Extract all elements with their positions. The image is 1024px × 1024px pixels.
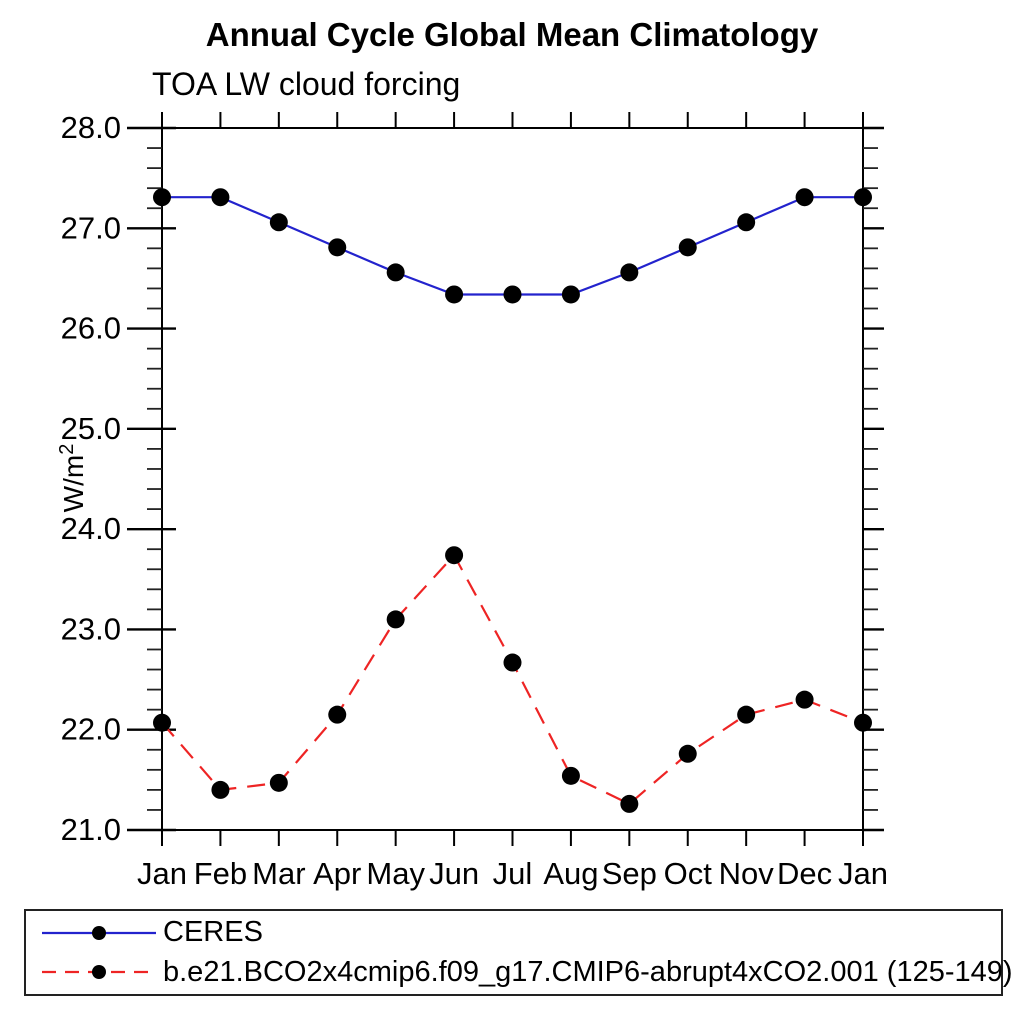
- chart-title: Annual Cycle Global Mean Climatology: [205, 16, 819, 53]
- y-axis-label-base: W/m: [58, 454, 90, 513]
- data-point-marker: [269, 213, 288, 232]
- data-point-marker: [795, 188, 814, 207]
- x-tick-label: Apr: [313, 856, 361, 891]
- y-tick-label: 25.0: [61, 411, 121, 446]
- legend-sample-marker: [92, 925, 106, 940]
- data-point-marker: [561, 285, 580, 304]
- x-tick-label: May: [366, 856, 425, 891]
- data-point-marker: [737, 213, 756, 232]
- data-point-marker: [795, 690, 814, 709]
- data-point-marker: [445, 285, 464, 304]
- x-tick-label: Jun: [429, 856, 479, 891]
- legend-label-ceres: CERES: [163, 916, 263, 949]
- data-point-marker: [386, 263, 405, 282]
- y-tick-label: 27.0: [61, 210, 121, 245]
- y-axis-label: W/m2: [56, 444, 90, 513]
- data-point-marker: [153, 713, 171, 732]
- series-line-0: [162, 196, 863, 296]
- chart-subtitle: TOA LW cloud forcing: [152, 66, 461, 102]
- x-tick-label: Jan: [137, 856, 187, 891]
- data-point-marker: [854, 713, 872, 732]
- data-point-marker: [328, 238, 347, 257]
- legend-sample-marker: [92, 965, 106, 980]
- y-tick-label: 22.0: [61, 712, 121, 747]
- data-point-marker: [328, 705, 347, 724]
- data-point-marker: [503, 653, 522, 672]
- x-tick-label: Aug: [543, 856, 598, 891]
- data-point-marker: [153, 188, 171, 207]
- data-point-marker: [678, 238, 697, 257]
- data-point-marker: [737, 705, 756, 724]
- y-tick-label: 23.0: [61, 611, 121, 646]
- legend-item-model: b.e21.BCO2x4cmip6.f09_g17.CMIP6-abrupt4x…: [40, 953, 1013, 991]
- data-point-marker: [620, 263, 639, 282]
- legend: CERES b.e21.BCO2x4cmip6.f09_g17.CMIP6-ab…: [24, 909, 1013, 996]
- data-point-marker: [678, 744, 697, 763]
- legend-line-sample-0: [42, 925, 156, 940]
- x-tick-label: Dec: [777, 856, 832, 891]
- y-axis-label-exponent: 2: [55, 443, 78, 455]
- series-line-1: [161, 553, 864, 806]
- x-tick-label: Jul: [493, 856, 533, 891]
- data-point-marker: [211, 188, 230, 207]
- legend-item-ceres: CERES: [40, 914, 1001, 952]
- data-point-marker: [561, 766, 580, 785]
- x-tick-label: Feb: [194, 856, 247, 891]
- y-tick-label: 24.0: [61, 511, 121, 546]
- legend-label-model: b.e21.BCO2x4cmip6.f09_g17.CMIP6-abrupt4x…: [163, 955, 1013, 988]
- x-tick-label: Jan: [838, 856, 888, 891]
- data-point-marker: [620, 794, 639, 813]
- x-tick-label: Nov: [719, 856, 775, 891]
- legend-line-sample-1: [42, 965, 156, 980]
- y-tick-label: 28.0: [61, 110, 121, 145]
- x-tick-label: Mar: [252, 856, 305, 891]
- data-point-marker: [211, 780, 230, 799]
- data-point-marker: [445, 546, 464, 565]
- plot-area: 28.0 27.0 26.0 25.0 24.0 23.0 22.0 21.0 Jan Feb Ma…: [61, 110, 888, 891]
- y-tick-label: 26.0: [61, 311, 121, 346]
- data-point-marker: [269, 773, 288, 792]
- x-tick-label: Oct: [664, 856, 713, 891]
- data-point-marker: [386, 610, 405, 629]
- data-point-marker: [854, 188, 872, 207]
- data-point-marker: [503, 285, 522, 304]
- y-tick-label: 21.0: [61, 812, 121, 847]
- x-tick-label: Sep: [602, 856, 657, 891]
